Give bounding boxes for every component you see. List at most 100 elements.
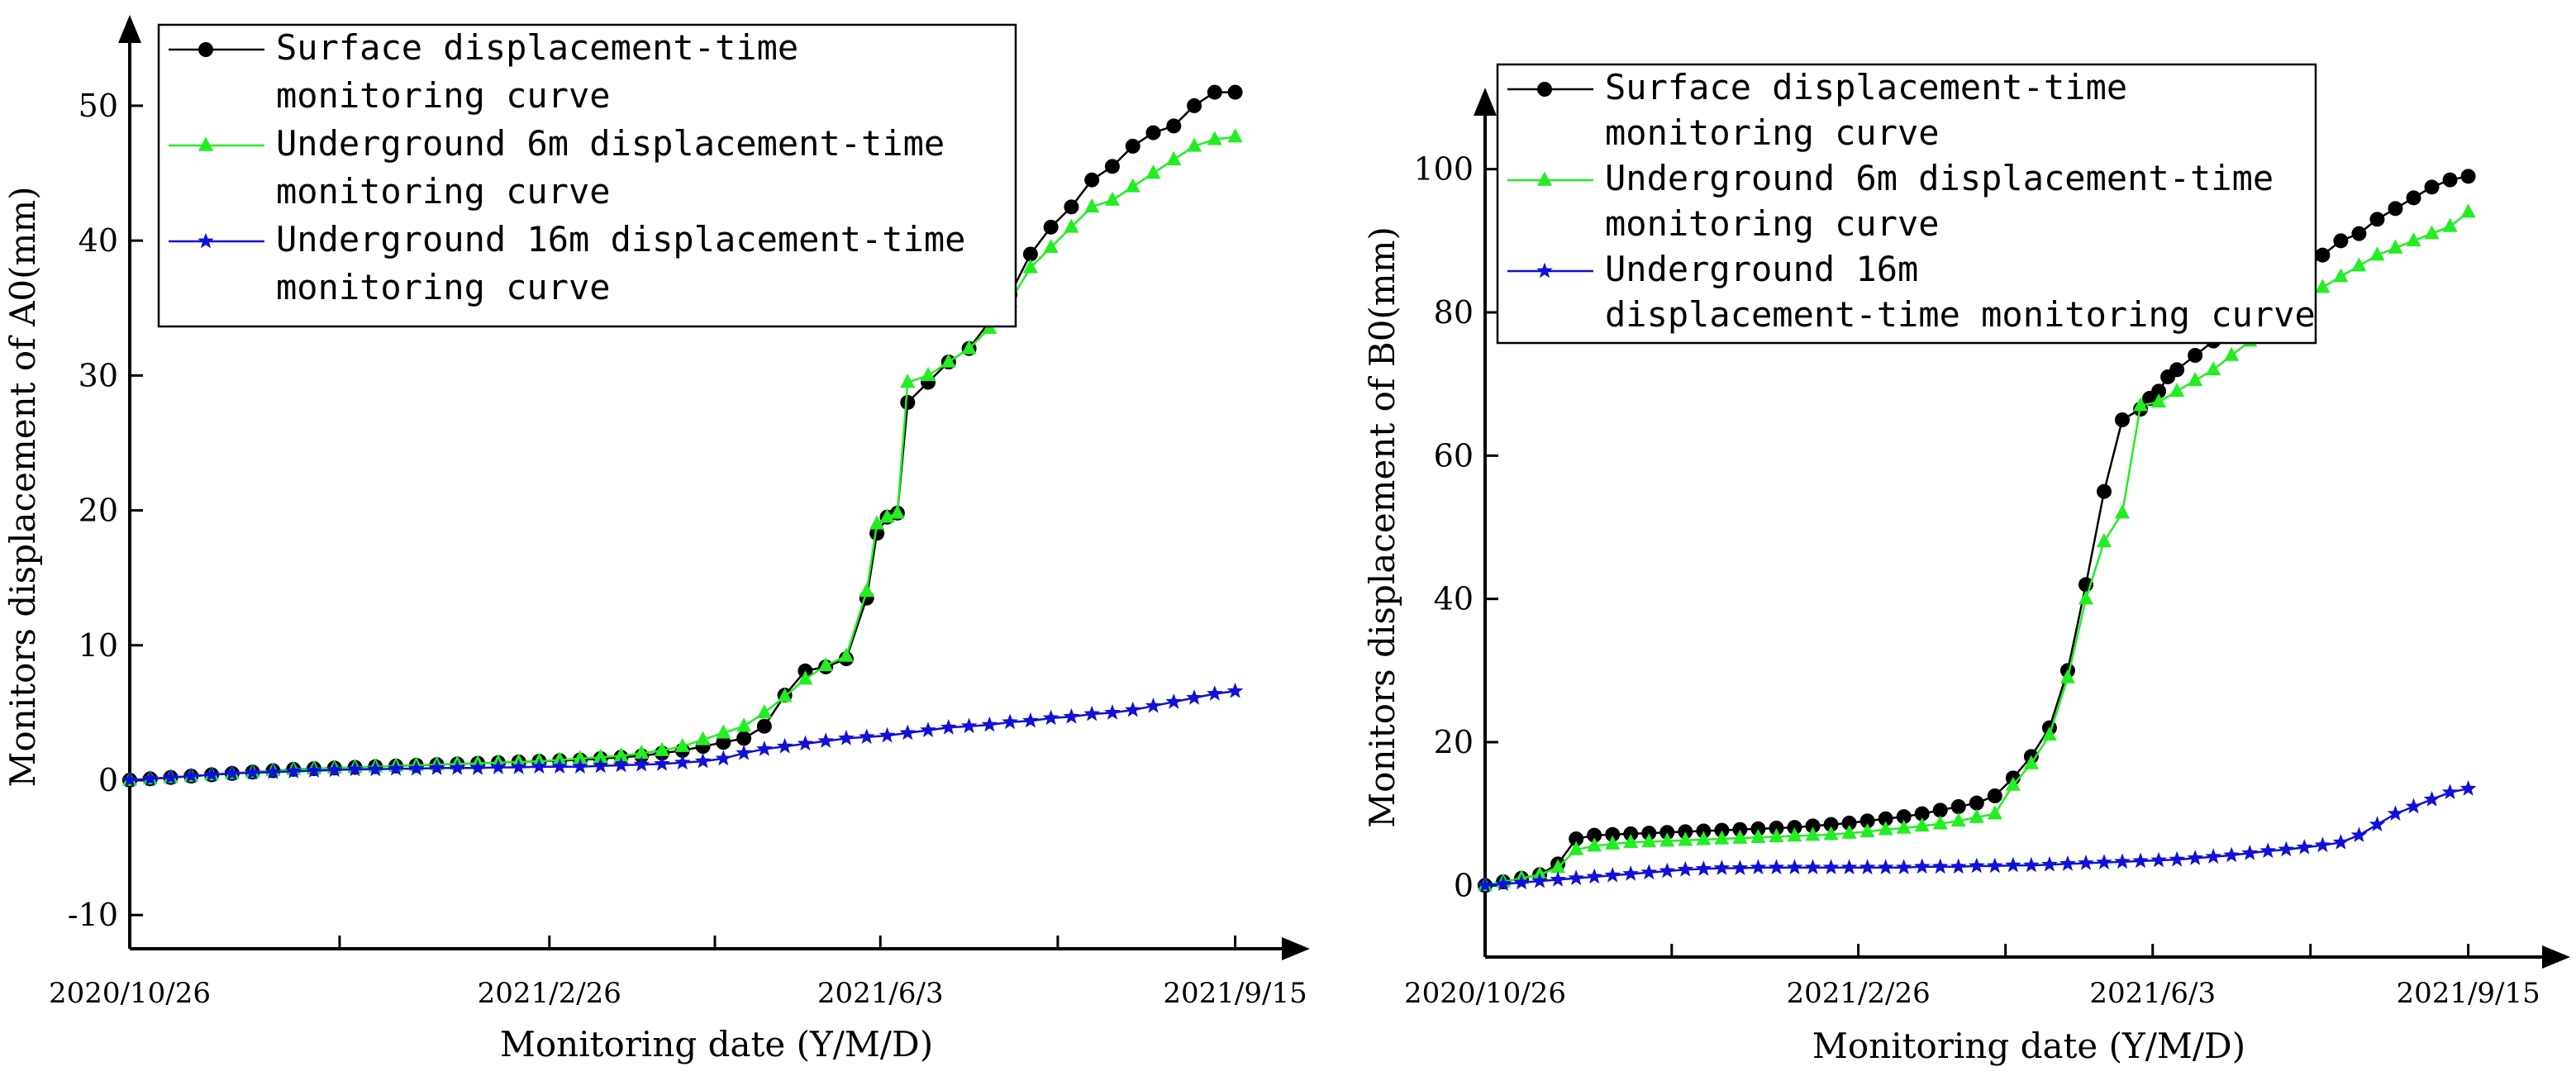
- data-point: [1207, 685, 1223, 701]
- data-point: [593, 748, 608, 763]
- data-point: [1550, 859, 1566, 874]
- data-point: [1859, 813, 1875, 829]
- data-point: [889, 504, 905, 519]
- data-point: [1227, 128, 1243, 143]
- a0-axes: [118, 15, 1310, 960]
- data-point: [1786, 859, 1803, 874]
- data-point: [858, 728, 875, 745]
- data-point: [2459, 780, 2477, 796]
- data-point: [1913, 858, 1931, 874]
- data-point: [1640, 864, 1658, 880]
- data-point: [551, 758, 568, 774]
- data-point: [2097, 483, 2112, 499]
- data-point: [674, 737, 690, 752]
- data-point: [2460, 169, 2476, 184]
- data-point: [1677, 860, 1694, 877]
- data-point: [1987, 857, 2003, 874]
- legend-box: [157, 23, 1017, 328]
- data-point: [777, 688, 793, 702]
- legend-label: Surface displacement-time: [1605, 67, 2127, 107]
- data-point: [1769, 828, 1784, 843]
- data-point: [1678, 824, 1693, 840]
- data-point: [1226, 682, 1244, 698]
- data-point: [1495, 875, 1512, 891]
- data-point: [2115, 412, 2131, 427]
- data-point: [428, 759, 445, 775]
- chart-a0: -10 0 10 20 30 40 50 2020/10/26 2021/2/26 2021/6/…: [2, 15, 1310, 1064]
- b0-legend: Surface displacement-time monitoring curv…: [1496, 63, 2317, 345]
- data-point: [1043, 219, 1059, 235]
- data-point: [2205, 848, 2221, 864]
- data-point: [716, 735, 731, 750]
- data-point: [715, 750, 732, 766]
- data-point: [367, 760, 384, 777]
- data-point: [1104, 191, 1120, 206]
- data-point: [1987, 805, 2002, 820]
- x-tick-label: 2021/9/15: [1163, 977, 1307, 1010]
- data-point: [612, 756, 630, 773]
- data-point: [960, 717, 978, 734]
- legend-label: monitoring curve: [1605, 203, 1940, 244]
- data-point: [1969, 795, 1984, 811]
- data-point: [2424, 179, 2440, 195]
- data-point: [2423, 791, 2440, 807]
- data-point: [244, 764, 261, 780]
- data-point: [1568, 869, 1584, 885]
- data-point: [1750, 859, 1767, 874]
- data-point: [2405, 798, 2422, 814]
- y-tick-label: 10: [79, 627, 118, 664]
- data-point: [1877, 859, 1894, 874]
- data-point: [2351, 226, 2367, 241]
- data-point: [2441, 783, 2459, 799]
- data-point: [1787, 827, 1802, 842]
- data-point: [1768, 859, 1785, 874]
- data-point: [1950, 799, 1966, 814]
- y-tick-label: 30: [79, 357, 118, 393]
- data-point: [694, 752, 712, 769]
- data-point: [224, 764, 240, 781]
- legend-box: [1496, 63, 2317, 345]
- data-point: [1841, 824, 1857, 839]
- data-point: [2097, 532, 2112, 548]
- legend-label: Underground 6m displacement-time: [276, 123, 945, 164]
- data-point: [756, 718, 772, 734]
- data-point: [2369, 816, 2386, 831]
- data-point: [2206, 360, 2221, 376]
- data-point: [1696, 831, 1712, 845]
- data-point: [961, 340, 977, 355]
- data-point: [716, 724, 731, 739]
- y-tick-label: 20: [1434, 724, 1474, 760]
- data-point: [736, 731, 752, 746]
- data-point: [1623, 833, 1639, 849]
- data-point: [2351, 257, 2367, 272]
- data-point: [1569, 841, 1584, 855]
- data-point: [1586, 868, 1602, 884]
- data-point: [1696, 823, 1712, 839]
- data-point: [1227, 84, 1243, 100]
- data-point: [1022, 246, 1038, 262]
- y-tick-label: 50: [79, 88, 118, 124]
- data-point: [1987, 788, 2002, 803]
- data-point: [2388, 201, 2403, 217]
- legend-label: Surface displacement-time: [276, 27, 798, 68]
- data-point: [838, 647, 854, 662]
- data-point: [2059, 855, 2076, 871]
- y-tick-label: -10: [68, 897, 118, 933]
- data-point: [510, 759, 527, 774]
- data-point: [798, 670, 813, 685]
- data-point: [756, 741, 773, 756]
- data-point: [1804, 859, 1821, 874]
- data-point: [1714, 830, 1730, 845]
- a0-series-3: [121, 682, 1244, 788]
- data-point: [2115, 504, 2131, 519]
- data-point: [2387, 805, 2404, 821]
- data-point: [838, 730, 855, 745]
- data-point: [1805, 826, 1821, 841]
- data-point: [1732, 829, 1748, 844]
- legend-marker-icon: [198, 136, 213, 151]
- data-point: [2332, 834, 2350, 850]
- data-point: [2132, 852, 2149, 869]
- data-point: [2005, 856, 2021, 873]
- data-point: [2151, 383, 2167, 399]
- y-tick-label: 100: [1413, 151, 1474, 188]
